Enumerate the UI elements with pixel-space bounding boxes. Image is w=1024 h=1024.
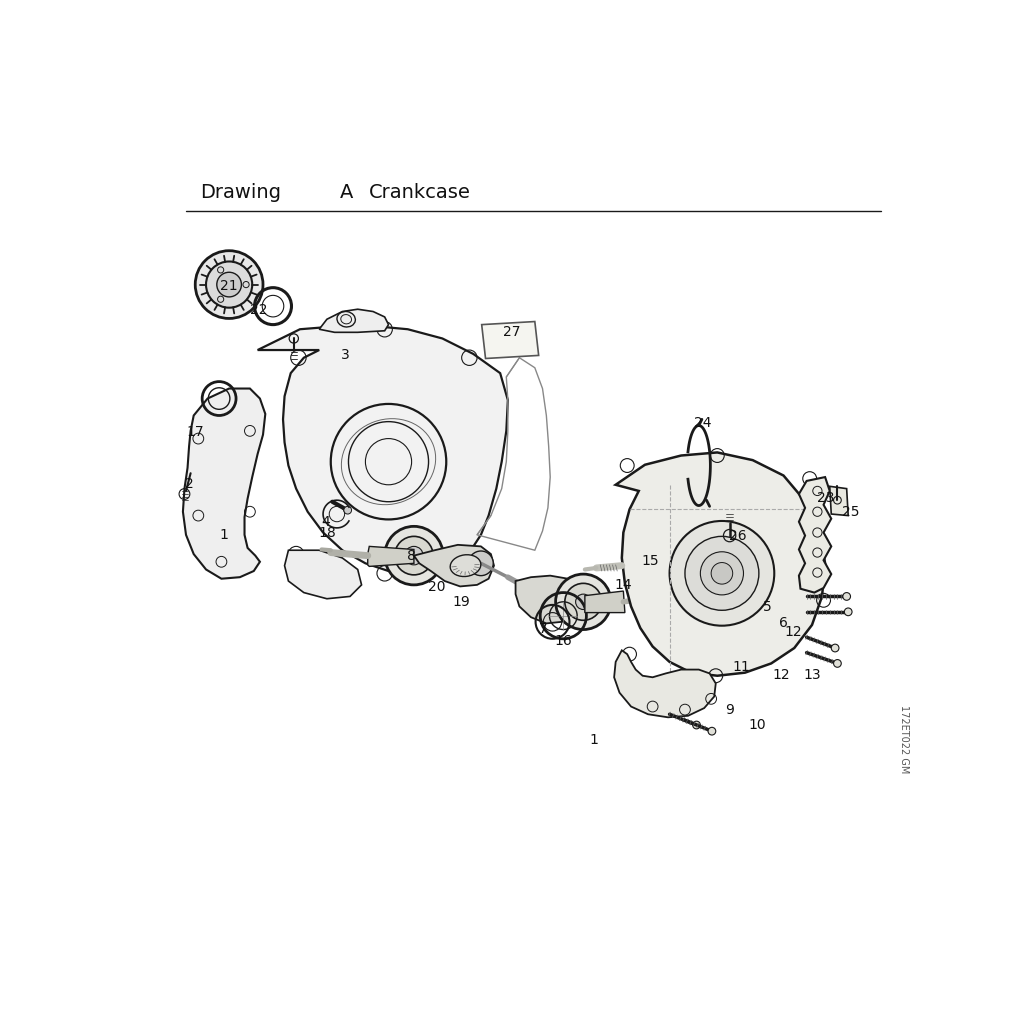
Text: 24: 24	[694, 416, 712, 429]
Text: 13: 13	[803, 668, 820, 682]
Ellipse shape	[708, 727, 716, 735]
Text: 172ET022 GM: 172ET022 GM	[899, 705, 909, 773]
Ellipse shape	[685, 537, 759, 610]
Ellipse shape	[565, 584, 602, 621]
Polygon shape	[414, 545, 494, 587]
Ellipse shape	[217, 272, 242, 297]
Text: 27: 27	[504, 325, 521, 339]
Text: 12: 12	[784, 626, 802, 639]
Text: 6: 6	[779, 615, 787, 630]
Text: 5: 5	[763, 600, 771, 614]
Ellipse shape	[404, 547, 423, 565]
Ellipse shape	[451, 555, 481, 577]
Ellipse shape	[196, 251, 263, 318]
Text: 2: 2	[185, 477, 195, 490]
Text: Crankcase: Crankcase	[370, 182, 471, 202]
Polygon shape	[829, 486, 848, 515]
Ellipse shape	[831, 644, 839, 652]
Text: 11: 11	[733, 659, 751, 674]
Polygon shape	[614, 650, 716, 718]
Ellipse shape	[556, 574, 611, 630]
Text: 1: 1	[590, 733, 599, 748]
Polygon shape	[319, 309, 388, 333]
Text: 19: 19	[453, 595, 471, 609]
Text: 22: 22	[250, 303, 267, 316]
Text: 20: 20	[428, 580, 445, 594]
Ellipse shape	[394, 537, 433, 574]
Polygon shape	[368, 547, 414, 566]
Text: 7: 7	[540, 623, 548, 636]
Text: 16: 16	[555, 634, 572, 648]
Text: 9: 9	[725, 703, 734, 717]
Text: 23: 23	[817, 492, 835, 505]
Text: 17: 17	[186, 425, 204, 439]
Ellipse shape	[344, 506, 351, 514]
Text: 1: 1	[219, 528, 228, 543]
Polygon shape	[481, 322, 539, 358]
Text: 18: 18	[318, 526, 336, 540]
Polygon shape	[258, 325, 508, 573]
Text: 12: 12	[772, 668, 790, 682]
Polygon shape	[285, 550, 361, 599]
Text: 4: 4	[322, 515, 331, 528]
Polygon shape	[183, 388, 265, 579]
Ellipse shape	[670, 521, 774, 626]
Text: 15: 15	[641, 554, 659, 568]
Ellipse shape	[206, 261, 252, 307]
Ellipse shape	[385, 526, 443, 585]
Ellipse shape	[575, 594, 591, 609]
Text: 26: 26	[729, 529, 746, 543]
Text: 21: 21	[219, 280, 238, 293]
Text: 8: 8	[407, 549, 416, 563]
Text: A: A	[340, 182, 353, 202]
Ellipse shape	[692, 721, 700, 729]
Text: 10: 10	[749, 718, 766, 732]
Ellipse shape	[834, 659, 842, 668]
Polygon shape	[799, 477, 831, 593]
Text: 25: 25	[842, 505, 859, 518]
Polygon shape	[585, 591, 625, 612]
Ellipse shape	[845, 608, 852, 615]
Ellipse shape	[843, 593, 851, 600]
Ellipse shape	[711, 562, 733, 584]
Polygon shape	[615, 453, 825, 676]
Ellipse shape	[700, 552, 743, 595]
Text: Drawing: Drawing	[200, 182, 281, 202]
Text: 3: 3	[341, 348, 349, 362]
Text: 14: 14	[614, 578, 632, 592]
Polygon shape	[515, 575, 581, 624]
Ellipse shape	[469, 551, 494, 575]
